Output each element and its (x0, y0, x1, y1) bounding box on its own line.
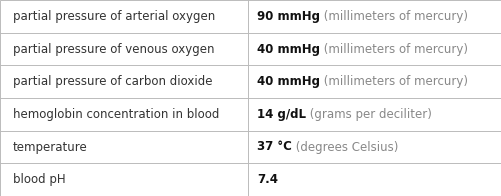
Text: temperature: temperature (13, 141, 87, 153)
Text: partial pressure of venous oxygen: partial pressure of venous oxygen (13, 43, 213, 55)
Text: hemoglobin concentration in blood: hemoglobin concentration in blood (13, 108, 218, 121)
Text: (millimeters of mercury): (millimeters of mercury) (319, 43, 467, 55)
Text: 7.4: 7.4 (257, 173, 278, 186)
Text: (grams per deciliter): (grams per deciliter) (306, 108, 431, 121)
Text: 40 mmHg: 40 mmHg (257, 75, 319, 88)
Text: (millimeters of mercury): (millimeters of mercury) (319, 75, 467, 88)
Text: blood pH: blood pH (13, 173, 65, 186)
Text: (millimeters of mercury): (millimeters of mercury) (319, 10, 467, 23)
Text: 90 mmHg: 90 mmHg (257, 10, 319, 23)
Text: partial pressure of arterial oxygen: partial pressure of arterial oxygen (13, 10, 214, 23)
Text: 40 mmHg: 40 mmHg (257, 43, 319, 55)
Text: 37 °C: 37 °C (257, 141, 291, 153)
Text: 14 g/dL: 14 g/dL (257, 108, 306, 121)
Text: partial pressure of carbon dioxide: partial pressure of carbon dioxide (13, 75, 211, 88)
Text: (degrees Celsius): (degrees Celsius) (291, 141, 397, 153)
